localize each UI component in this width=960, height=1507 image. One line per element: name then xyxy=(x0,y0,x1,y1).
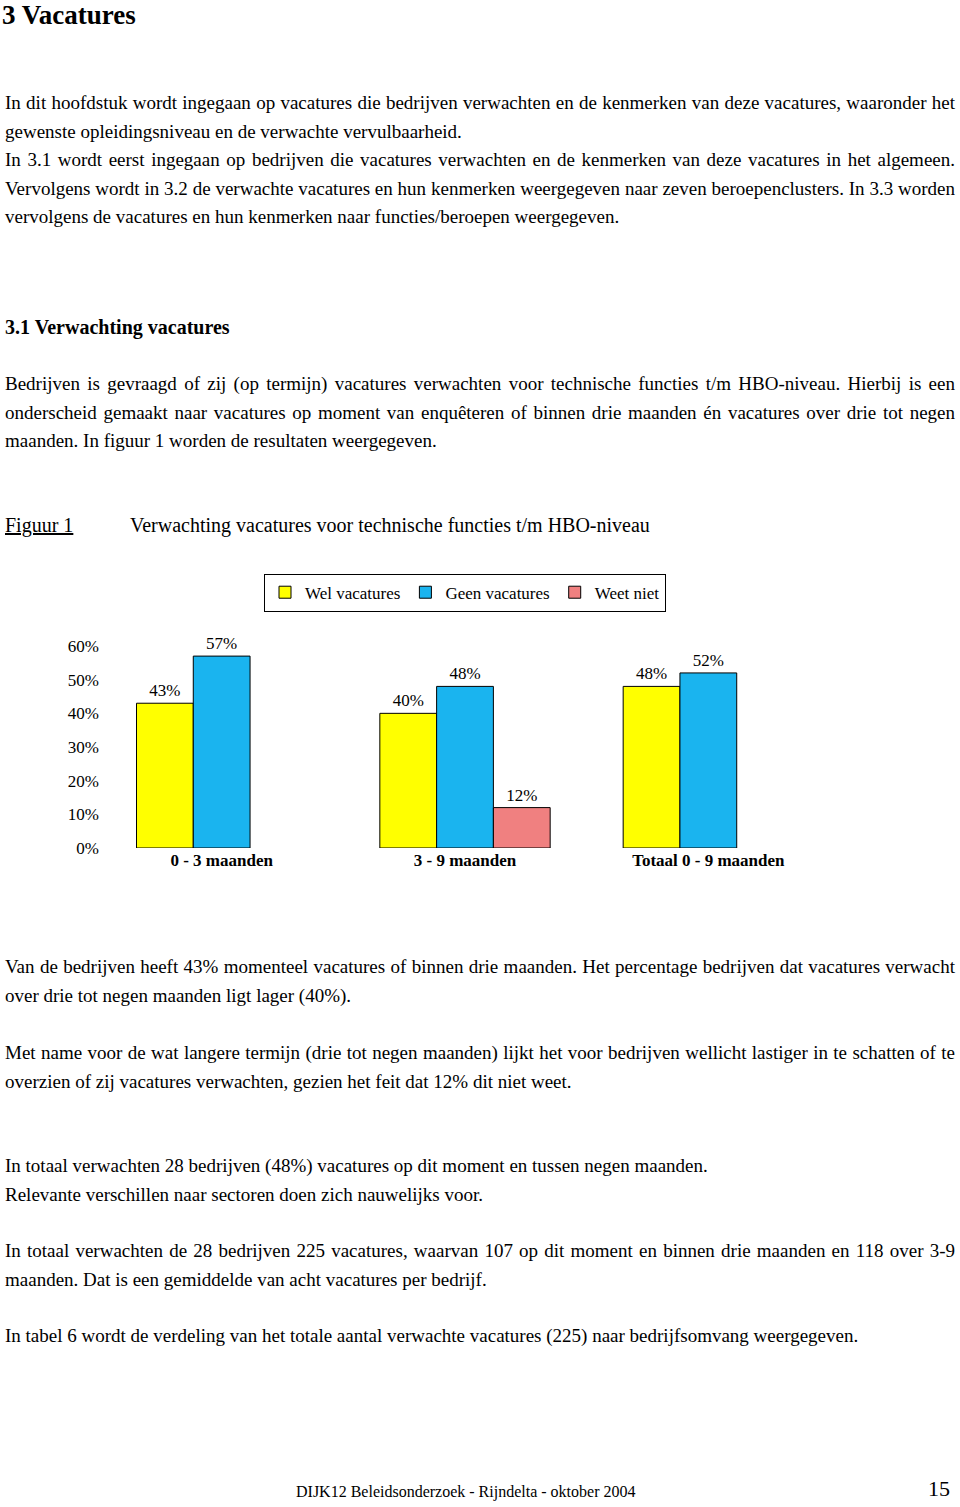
svg-text:0 - 3 maanden: 0 - 3 maanden xyxy=(170,851,273,870)
html-text:In 3.1 wordt eerst ingegaan op: In 3.1 wordt eerst ingegaan op bedrijven… xyxy=(5,149,955,228)
svg-text:Totaal 0 - 9 maanden: Totaal 0 - 9 maanden xyxy=(632,851,785,870)
html-text:3.1 Verwachting vacatures: 3.1 Verwachting vacatures xyxy=(5,316,230,338)
svg-text:40%: 40% xyxy=(68,704,99,723)
html-text:In tabel 6 wordt de verdeling: In tabel 6 wordt de verdeling van het to… xyxy=(5,1325,859,1346)
html-text:Bedrijven is gevraagd of zij (: Bedrijven is gevraagd of zij (op termijn… xyxy=(5,373,955,452)
html-text:DIJK12 Beleidsonderzoek - Rijn: DIJK12 Beleidsonderzoek - Rijndelta - ok… xyxy=(296,1483,636,1500)
svg-text:30%: 30% xyxy=(68,738,99,757)
html-text:Van de bedrijven heeft 43% mom: Van de bedrijven heeft 43% momenteel vac… xyxy=(5,956,955,1006)
html-text:Verwachting vacatures voor tec: Verwachting vacatures voor technische fu… xyxy=(130,514,650,536)
svg-text:57%: 57% xyxy=(206,634,237,653)
html-text:Figuur 1: Figuur 1 xyxy=(5,514,74,536)
svg-text:3 - 9 maanden: 3 - 9 maanden xyxy=(414,851,517,870)
html-text:3 Vacatures: 3 Vacatures xyxy=(2,0,136,30)
svg-text:43%: 43% xyxy=(149,681,180,700)
svg-text:0%: 0% xyxy=(76,839,99,858)
html-text:In totaal verwachten 28 bedrij: In totaal verwachten 28 bedrijven (48%) … xyxy=(5,1155,708,1176)
svg-text:20%: 20% xyxy=(68,772,99,791)
svg-text:12%: 12% xyxy=(506,786,537,805)
svg-text:60%: 60% xyxy=(68,637,99,656)
svg-text:Weet niet: Weet niet xyxy=(595,584,660,603)
svg-text:Geen vacatures: Geen vacatures xyxy=(445,584,549,603)
svg-text:52%: 52% xyxy=(693,651,724,670)
html-text:In dit hoofdstuk wordt ingegaa: In dit hoofdstuk wordt ingegaan op vacat… xyxy=(5,92,955,142)
svg-text:10%: 10% xyxy=(68,805,99,824)
html-text:Met name voor de wat langere t: Met name voor de wat langere termijn (dr… xyxy=(5,1042,955,1092)
html-text:Relevante verschillen naar sec: Relevante verschillen naar sectoren doen… xyxy=(5,1183,483,1205)
svg-text:48%: 48% xyxy=(636,664,667,683)
html-text:15: 15 xyxy=(928,1476,950,1501)
svg-text:40%: 40% xyxy=(393,691,424,710)
svg-text:Wel vacatures: Wel vacatures xyxy=(305,584,400,603)
svg-text:48%: 48% xyxy=(449,664,480,683)
svg-text:50%: 50% xyxy=(68,671,99,690)
html-text:In totaal verwachten de 28 bed: In totaal verwachten de 28 bedrijven 225… xyxy=(5,1240,955,1290)
